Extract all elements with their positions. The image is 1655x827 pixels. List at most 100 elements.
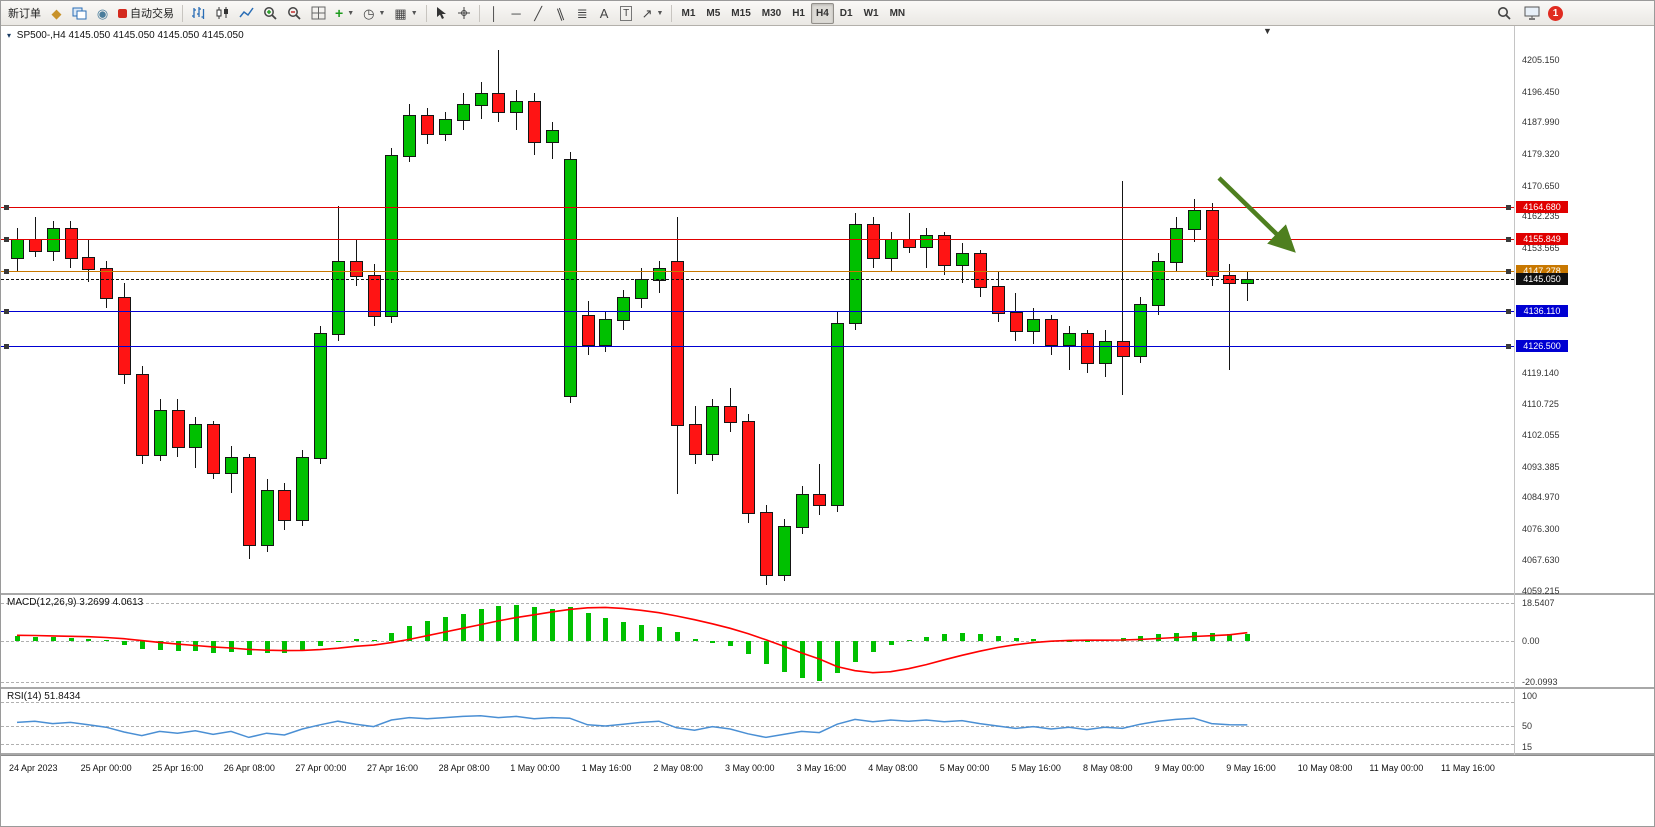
line-anchor-handle[interactable]	[4, 205, 9, 211]
add-indicator-icon: +	[335, 4, 344, 21]
indicators-button[interactable]: + ▼	[331, 3, 358, 24]
line-anchor-handle[interactable]	[1506, 237, 1511, 243]
timeframe-m15-button[interactable]: M15	[726, 3, 755, 24]
chart-window: ▾ SP500-,H4 4145.050 4145.050 4145.050 4…	[1, 26, 1654, 826]
price-tick-label: 4110.725	[1522, 398, 1559, 409]
label-tool-button[interactable]: T	[616, 3, 637, 24]
price-tick-label: 4093.385	[1522, 461, 1560, 472]
time-tick-label: 8 May 08:00	[1083, 763, 1133, 773]
candle-wick	[908, 213, 910, 254]
line-anchor-handle[interactable]	[1506, 268, 1511, 274]
market-watch-button[interactable]: ◆	[46, 3, 67, 24]
trendline-tool-button[interactable]: ╱	[528, 3, 549, 24]
timeframe-mn-button[interactable]: MN	[885, 3, 911, 24]
candle	[777, 526, 791, 576]
timeframe-d1-button[interactable]: D1	[835, 3, 858, 24]
candle	[991, 286, 1005, 314]
candle	[278, 489, 292, 521]
chart-menu-icon[interactable]: ▾	[7, 31, 12, 40]
time-tick-label: 27 Apr 16:00	[367, 763, 419, 773]
vertical-line-tool-button[interactable]: │	[484, 3, 505, 24]
horizontal-line[interactable]	[1, 346, 1514, 348]
search-icon	[1498, 6, 1511, 20]
time-tick-label: 24 Apr 2023	[9, 763, 58, 773]
rsi-level-line	[1, 744, 1514, 745]
terminal-button[interactable]	[1520, 3, 1544, 24]
timeframe-m30-button[interactable]: M30	[757, 3, 786, 24]
pane-splitter[interactable]	[1, 753, 1654, 755]
line-anchor-handle[interactable]	[4, 268, 9, 274]
crosshair-icon	[457, 7, 470, 19]
candles-layer	[1, 26, 1514, 826]
horizontal-line[interactable]	[1, 311, 1514, 313]
time-tick-label: 28 Apr 08:00	[438, 763, 490, 773]
timeframe-w1-button[interactable]: W1	[859, 3, 884, 24]
fibonacci-tool-button[interactable]: ≣	[572, 3, 593, 24]
price-tick-label: 4162.235	[1522, 211, 1560, 222]
navigator-button[interactable]: ◉	[92, 3, 113, 24]
bid-price-label: 4145.050	[1516, 272, 1568, 285]
line-chart-button[interactable]	[235, 3, 258, 24]
candle	[1045, 318, 1059, 347]
zoom-out-icon	[288, 6, 301, 20]
new-order-button[interactable]: 新订单	[4, 3, 45, 24]
candle	[528, 100, 542, 143]
pane-splitter[interactable]	[1, 687, 1654, 689]
line-anchor-handle[interactable]	[4, 237, 9, 243]
line-anchor-handle[interactable]	[1506, 344, 1511, 350]
line-anchor-handle[interactable]	[1506, 309, 1511, 315]
candle	[706, 406, 720, 456]
line-anchor-handle[interactable]	[4, 344, 9, 350]
horizontal-line[interactable]	[1, 239, 1514, 241]
cursor-icon	[437, 7, 447, 19]
search-button[interactable]	[1493, 3, 1516, 24]
timeframe-h4-button[interactable]: H4	[811, 2, 834, 24]
candle	[207, 424, 221, 474]
autotrade-button[interactable]: 自动交易	[114, 3, 178, 24]
timeframe-m5-button[interactable]: M5	[701, 3, 725, 24]
candle	[938, 235, 952, 267]
bar-chart-button[interactable]	[187, 3, 210, 24]
candle-wick	[1068, 326, 1070, 370]
label-icon: T	[620, 5, 633, 21]
drawn-arrow-annotation[interactable]	[1217, 176, 1296, 253]
notification-badge[interactable]: 1	[1548, 5, 1563, 21]
arrows-tool-button[interactable]: ↗ ▼	[638, 3, 668, 24]
vertical-line-icon: │	[490, 5, 499, 21]
data-window-button[interactable]	[68, 3, 91, 24]
candle	[11, 238, 24, 259]
price-axis[interactable]: 4205.150 4196.450 4187.990 4179.320 4170.650…	[1514, 26, 1654, 755]
candlestick-chart-icon	[216, 7, 228, 19]
candle	[64, 227, 78, 259]
time-tick-label: 25 Apr 16:00	[152, 763, 204, 773]
candle	[1205, 209, 1219, 278]
arrow-tool-icon: ↗	[641, 5, 653, 21]
time-tick-label: 3 May 16:00	[796, 763, 847, 773]
bid-price-line	[1, 278, 1514, 280]
time-axis[interactable]: 24 Apr 2023 25 Apr 00:00 25 Apr 16:00 26 Ap…	[1, 755, 1654, 826]
horizontal-line-tool-button[interactable]: ─	[506, 3, 527, 24]
horizontal-line[interactable]	[1, 270, 1514, 272]
templates-button[interactable]: ▦ ▼	[390, 3, 421, 24]
candlestick-chart-button[interactable]	[211, 3, 234, 24]
zoom-in-button[interactable]	[259, 3, 282, 24]
line-anchor-handle[interactable]	[1506, 205, 1511, 211]
pane-splitter[interactable]	[1, 593, 1654, 595]
price-tick-label: 4170.650	[1522, 180, 1560, 191]
cursor-button[interactable]	[431, 3, 452, 24]
chart-shift-marker-icon[interactable]: ▼	[1263, 26, 1272, 36]
timeframe-m1-button[interactable]: M1	[676, 3, 700, 24]
channel-tool-button[interactable]: ∥	[550, 3, 571, 24]
tile-windows-button[interactable]	[307, 3, 330, 24]
periods-button[interactable]: ◷ ▼	[359, 3, 389, 24]
crosshair-button[interactable]	[453, 3, 475, 24]
rsi-scale-label: 100	[1522, 691, 1538, 701]
candle	[492, 93, 506, 114]
time-tick-label: 10 May 08:00	[1297, 763, 1353, 773]
line-anchor-handle[interactable]	[4, 309, 9, 315]
horizontal-line[interactable]	[1, 207, 1514, 209]
text-tool-button[interactable]: A	[594, 3, 615, 24]
candle	[617, 297, 631, 321]
timeframe-h1-button[interactable]: H1	[787, 3, 810, 24]
zoom-out-button[interactable]	[283, 3, 306, 24]
